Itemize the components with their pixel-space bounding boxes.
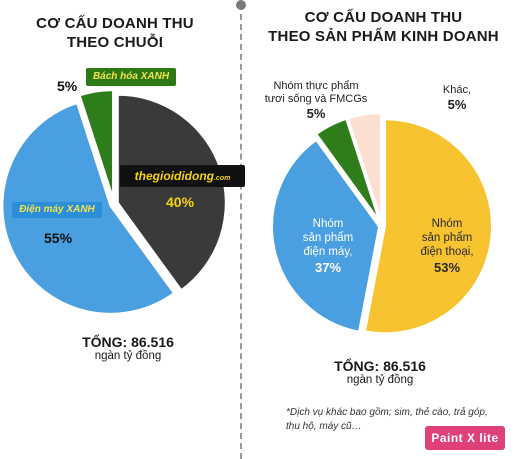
logo-bach-hoa-xanh: Bách hóa XANH [86, 68, 176, 86]
right-label-appl-line3: điện máy, [303, 246, 353, 258]
right-label-appl-value: 37% [314, 260, 342, 275]
left-total: TỔNG: 86.516 ngàn tỷ đồng [78, 334, 178, 362]
watermark-badge: Paint X lite [425, 426, 505, 450]
right-label-appliance: Nhóm sản phẩm điện máy, 37% [286, 217, 370, 276]
left-chart-title: CƠ CẤU DOANH THU THEO CHUỖI [0, 14, 230, 52]
pie-slice-dien-may [271, 138, 381, 333]
footnote-line1: *Dịch vụ khác bao gồm; sim, thẻ cào, trả… [286, 407, 488, 418]
logo-bhx-text: Bách hóa XANH [92, 71, 170, 82]
logo-dien-may-xanh: Điện máy XANH [12, 202, 102, 218]
right-total: TỔNG: 86.516 ngàn tỷ đồng [330, 358, 430, 386]
logo-thegioididong: thegioididong.com [120, 165, 245, 187]
left-label-bhx-value: 5% [57, 78, 78, 94]
divider-dot [236, 0, 246, 10]
left-total-unit: ngàn tỷ đồng [94, 350, 162, 362]
right-title-line1: CƠ CẤU DOANH THU [304, 9, 463, 26]
logo-tgdd-text: thegioididong [134, 169, 214, 183]
right-label-appl-line2: sản phẩm [302, 232, 354, 244]
right-chart-title: CƠ CẤU DOANH THU THEO SẢN PHẨM KINH DOAN… [252, 8, 515, 46]
pie-slice-fmcg [314, 117, 381, 222]
footnote-line2: thu hộ, máy cũ… [286, 421, 362, 432]
right-label-fmcg: Nhóm thực phẩm tươi sống và FMCGs 5% [256, 80, 376, 122]
right-total-unit: ngàn tỷ đồng [346, 374, 414, 386]
right-label-phone-line3: điện thoại, [420, 246, 474, 258]
pie-slice-dien-thoai [363, 118, 493, 335]
right-label-fmcg-line1: Nhóm thực phẩm [273, 80, 359, 92]
right-label-phone-value: 53% [433, 260, 461, 275]
right-label-other-line1: Khác, [442, 84, 472, 96]
right-title-line2: THEO SẢN PHẨM KINH DOANH [268, 28, 499, 45]
pie-slice-khac [346, 112, 383, 221]
right-label-phone: Nhóm sản phẩm điện thoại, 53% [405, 217, 489, 276]
left-label-tgdd-value: 40% [166, 194, 195, 210]
left-title-line2: THEO CHUỖI [66, 34, 164, 51]
right-label-phone-line1: Nhóm [431, 218, 463, 230]
left-title-line1: CƠ CẤU DOANH THU [36, 15, 194, 32]
right-label-other-value: 5% [447, 97, 467, 112]
right-pie-chart [271, 112, 493, 335]
right-label-appl-line1: Nhóm [312, 218, 344, 230]
right-label-fmcg-line2: tươi sống và FMCGs [264, 93, 368, 105]
logo-tgdd-suffix: .com [213, 175, 231, 182]
logo-dmx-text: Điện máy XANH [19, 204, 95, 215]
footnote: *Dịch vụ khác bao gồm; sim, thẻ cào, trả… [286, 406, 511, 434]
right-label-phone-line2: sản phẩm [421, 232, 473, 244]
right-label-other: Khác, 5% [432, 84, 482, 113]
right-total-label: TỔNG: 86.516 [334, 358, 426, 374]
left-label-dmx-value: 55% [44, 230, 73, 246]
left-total-label: TỔNG: 86.516 [82, 334, 174, 350]
pie-slice-bach-hoa-xanh [78, 89, 115, 199]
right-label-fmcg-value: 5% [306, 106, 326, 121]
column-divider [240, 4, 242, 459]
